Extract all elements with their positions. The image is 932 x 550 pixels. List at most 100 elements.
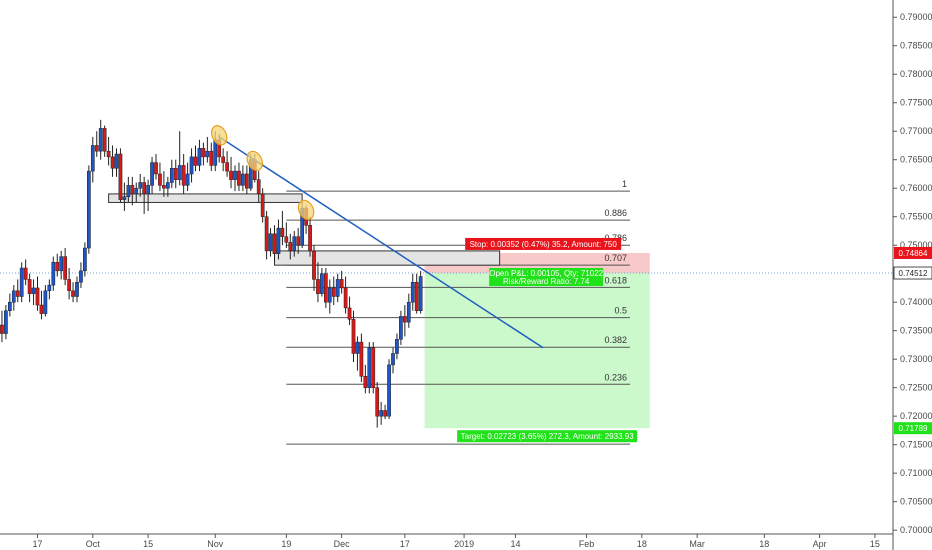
candle-body	[122, 196, 127, 200]
candle-body	[205, 150, 210, 158]
candle-body	[75, 281, 79, 297]
candle-body	[410, 281, 415, 303]
candle-body	[158, 173, 162, 186]
candle-body	[102, 128, 107, 152]
candle-body	[276, 227, 281, 255]
price-tick-label: 0.78500	[900, 41, 932, 51]
open-pnl-label: Open P&L: 0.00105, Qty: 71022	[489, 269, 603, 278]
highlight-ellipse[interactable]	[244, 149, 265, 173]
candle-body	[280, 227, 285, 237]
candle-body	[193, 156, 198, 166]
candle-body	[316, 279, 320, 294]
candle-body	[106, 150, 111, 158]
candle-body	[245, 173, 249, 189]
fib-level-label: 0.886	[604, 208, 627, 218]
candle-body	[347, 307, 352, 320]
candle-body	[189, 156, 194, 175]
price-tick-label: 0.76500	[900, 155, 932, 165]
time-tick-label: 2019	[454, 539, 474, 549]
time-tick-label: 18	[637, 539, 647, 549]
candle-body	[63, 256, 67, 280]
candle-body	[363, 376, 368, 388]
candle-body	[146, 185, 150, 195]
price-tick-label: 0.76000	[900, 183, 932, 193]
candle-body	[292, 236, 297, 252]
time-tick-label: Dec	[334, 539, 351, 549]
candle-body	[185, 173, 190, 186]
candle-body	[138, 182, 143, 189]
trendline[interactable]	[218, 136, 544, 349]
candle-body	[335, 279, 340, 297]
candle-body	[288, 242, 293, 252]
candle-body	[355, 341, 360, 354]
sr-zone-rect[interactable]	[274, 250, 501, 266]
candle-body	[166, 182, 170, 189]
candle-body	[55, 262, 60, 272]
price-tick-label: 0.72000	[900, 411, 932, 421]
price-tick-label: 0.70500	[900, 497, 932, 507]
candle-body	[221, 156, 226, 163]
position-labels: Stop: 0.00352 (0.47%) 35.2, Amount: 750 T…	[457, 237, 638, 443]
candle-body	[15, 290, 20, 297]
position-zones	[424, 252, 650, 429]
candle-body	[197, 148, 202, 166]
trendline-group[interactable]	[218, 136, 544, 349]
time-tick-label: Nov	[207, 539, 224, 549]
candle-body	[233, 170, 237, 180]
candle-body	[47, 284, 52, 292]
price-tick-label: 0.73000	[900, 354, 932, 364]
candle-body	[367, 347, 372, 388]
time-tick-label: Oct	[86, 539, 101, 549]
fib-level-label: 0.236	[604, 372, 627, 382]
highlight-ellipses[interactable]	[209, 123, 317, 222]
time-tick-label: Mar	[689, 539, 705, 549]
candle-body	[150, 162, 154, 186]
candle-body	[296, 236, 301, 246]
candle-body	[35, 287, 40, 306]
candle-body	[209, 150, 214, 166]
price-tick-label: 0.75500	[900, 212, 932, 222]
price-tick-label: 0.71000	[900, 468, 932, 478]
time-tick-label: 17	[32, 539, 42, 549]
price-tick-label: 0.70000	[900, 525, 932, 535]
candle-body	[110, 156, 115, 169]
time-axis[interactable]: 17 Oct 15 Nov 19 Dec 17 2019 14 Feb 18 Mar 18 Apr 15	[0, 533, 893, 549]
candle-body	[418, 276, 423, 311]
candle-body	[391, 353, 395, 366]
target-label-bg	[457, 430, 638, 443]
candle-body	[173, 168, 178, 180]
sr-zone-rect[interactable]	[108, 193, 303, 203]
candle-body	[83, 247, 87, 272]
candle-body	[260, 193, 265, 217]
candle-body	[406, 301, 411, 323]
highlight-ellipse[interactable]	[296, 198, 317, 222]
candle-body	[43, 290, 48, 314]
risk-reward-label: Risk/Reward Ratio: 7.74	[503, 277, 590, 286]
candle-body	[403, 316, 407, 323]
price-tag: 0.74512	[899, 269, 928, 278]
fib-level-label: 0.618	[604, 275, 627, 285]
candle-body	[272, 233, 277, 255]
price-tick-label: 0.75000	[900, 240, 932, 250]
highlight-ellipse[interactable]	[209, 123, 230, 147]
candle-body	[343, 287, 348, 309]
price-axis[interactable]: 0.79000 0.78500 0.78000 0.77500 0.77000 0.765…	[892, 0, 932, 550]
time-tick-label: Feb	[579, 539, 595, 549]
price-tick-label: 0.77000	[900, 126, 932, 136]
candle-body	[256, 179, 261, 195]
candle-body	[169, 168, 174, 183]
candle-body	[181, 165, 186, 186]
candle-body	[114, 153, 119, 169]
candle-body	[237, 170, 241, 186]
price-tag-bg	[894, 246, 932, 259]
candle-body	[371, 347, 376, 388]
candle-body	[201, 148, 206, 158]
candle-body	[387, 364, 391, 417]
stop-label: Stop: 0.00352 (0.47%) 35.2, Amount: 750	[470, 240, 618, 249]
candle-body	[130, 185, 135, 195]
price-tick-label: 0.74000	[900, 297, 932, 307]
candle-body	[79, 270, 83, 283]
